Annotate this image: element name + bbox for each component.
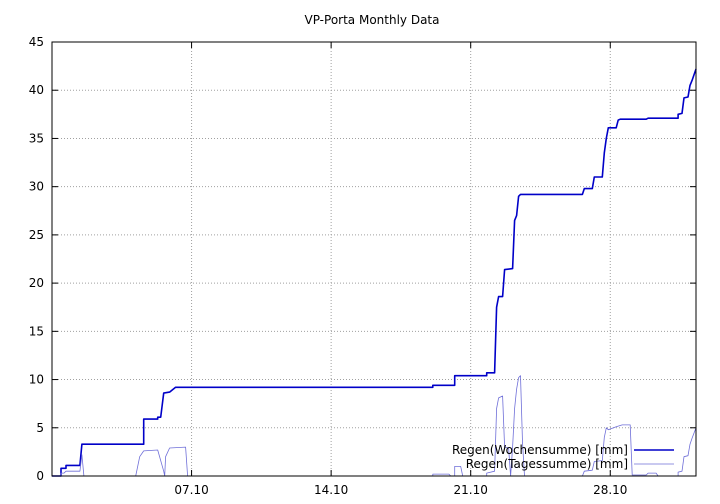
grid: [52, 42, 696, 476]
y-tick-label: 40: [29, 83, 44, 97]
y-tick-label: 0: [36, 469, 44, 483]
plot-frame: [51, 41, 697, 477]
legend: Regen(Wochensumme) [mm] Regen(Tagessumme…: [452, 443, 674, 471]
x-tick-label: 21.10: [454, 483, 488, 497]
series-layer: [52, 68, 697, 477]
y-tick-label: 15: [29, 324, 44, 338]
x-tick-label: 14.10: [314, 483, 348, 497]
y-tick-label: 25: [29, 228, 44, 242]
legend-label-tagessumme: Regen(Tagessumme) [mm]: [466, 457, 628, 471]
axes: 0 5 10 15 20 25 30 35 40 45 07.10 14.10 21.10 28.10: [29, 35, 696, 497]
x-tick-label: 07.10: [174, 483, 208, 497]
y-tick-label: 35: [29, 131, 44, 145]
y-tick-label: 10: [29, 373, 44, 387]
chart-title: VP-Porta Monthly Data: [305, 13, 440, 27]
x-tick-label: 28.10: [593, 483, 627, 497]
y-tick-label: 20: [29, 276, 44, 290]
series-line-tagessumme: [52, 375, 697, 477]
legend-label-wochensumme: Regen(Wochensumme) [mm]: [452, 443, 628, 457]
series-line-wochensumme: [52, 68, 697, 477]
y-tick-label: 5: [36, 421, 44, 435]
y-tick-label: 45: [29, 35, 44, 49]
y-tick-label: 30: [29, 180, 44, 194]
